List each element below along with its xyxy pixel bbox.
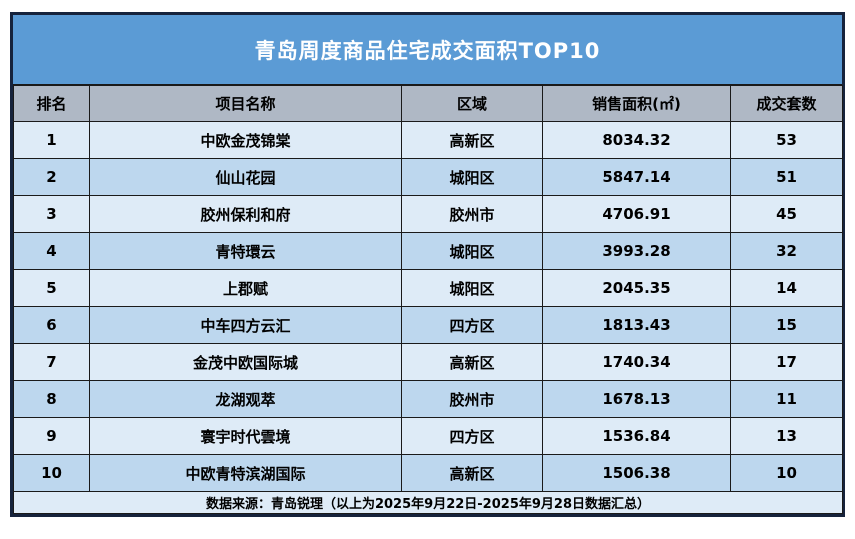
- data-source-note: 数据来源：青岛锐理（以上为2025年9月22日-2025年9月28日数据汇总）: [13, 491, 843, 514]
- column-header-district: 区域: [401, 85, 543, 122]
- project-cell: 仙山花园: [89, 158, 402, 196]
- project-cell: 中车四方云汇: [89, 306, 402, 344]
- area-cell: 1536.84: [542, 417, 731, 455]
- area-cell: 1678.13: [542, 380, 731, 418]
- district-cell: 四方区: [401, 417, 543, 455]
- units-cell: 45: [730, 195, 843, 233]
- units-cell: 32: [730, 232, 843, 270]
- column-header-rank: 排名: [13, 85, 90, 122]
- district-cell: 城阳区: [401, 269, 543, 307]
- district-cell: 高新区: [401, 343, 543, 381]
- district-cell: 城阳区: [401, 158, 543, 196]
- column-header-area: 销售面积(㎡): [542, 85, 731, 122]
- units-cell: 14: [730, 269, 843, 307]
- units-cell: 10: [730, 454, 843, 492]
- table-row: 5 上郡赋 城阳区 2045.35 14: [13, 269, 843, 307]
- table-row: 2 仙山花园 城阳区 5847.14 51: [13, 158, 843, 196]
- rank-cell: 5: [13, 269, 90, 307]
- district-cell: 高新区: [401, 121, 543, 159]
- area-cell: 8034.32: [542, 121, 731, 159]
- area-cell: 1740.34: [542, 343, 731, 381]
- units-cell: 51: [730, 158, 843, 196]
- table-row: 4 青特環云 城阳区 3993.28 32: [13, 232, 843, 270]
- table-row: 3 胶州保利和府 胶州市 4706.91 45: [13, 195, 843, 233]
- table-row: 6 中车四方云汇 四方区 1813.43 15: [13, 306, 843, 344]
- rank-cell: 9: [13, 417, 90, 455]
- units-cell: 17: [730, 343, 843, 381]
- area-cell: 4706.91: [542, 195, 731, 233]
- table-row: 1 中欧金茂锦棠 高新区 8034.32 53: [13, 121, 843, 159]
- district-cell: 胶州市: [401, 380, 543, 418]
- rank-cell: 8: [13, 380, 90, 418]
- area-cell: 5847.14: [542, 158, 731, 196]
- district-cell: 高新区: [401, 454, 543, 492]
- rank-cell: 1: [13, 121, 90, 159]
- district-cell: 胶州市: [401, 195, 543, 233]
- table-row: 8 龙湖观萃 胶州市 1678.13 11: [13, 380, 843, 418]
- project-cell: 寰宇时代雲境: [89, 417, 402, 455]
- rank-cell: 6: [13, 306, 90, 344]
- table-footer: 数据来源：青岛锐理（以上为2025年9月22日-2025年9月28日数据汇总）: [13, 491, 843, 514]
- area-cell: 1506.38: [542, 454, 731, 492]
- table-row: 10 中欧青特滨湖国际 高新区 1506.38 10: [13, 454, 843, 492]
- rank-cell: 7: [13, 343, 90, 381]
- top10-table-board: 青岛周度商品住宅成交面积TOP10 排名 项目名称 区域 销售面积(㎡) 成交套…: [10, 12, 845, 517]
- rank-cell: 10: [13, 454, 90, 492]
- units-cell: 15: [730, 306, 843, 344]
- district-cell: 城阳区: [401, 232, 543, 270]
- header-row: 排名 项目名称 区域 销售面积(㎡) 成交套数: [13, 85, 843, 122]
- district-cell: 四方区: [401, 306, 543, 344]
- rank-cell: 2: [13, 158, 90, 196]
- units-cell: 13: [730, 417, 843, 455]
- project-cell: 胶州保利和府: [89, 195, 402, 233]
- table-row: 9 寰宇时代雲境 四方区 1536.84 13: [13, 417, 843, 455]
- project-cell: 金茂中欧国际城: [89, 343, 402, 381]
- units-cell: 11: [730, 380, 843, 418]
- rank-cell: 4: [13, 232, 90, 270]
- footer-row: 数据来源：青岛锐理（以上为2025年9月22日-2025年9月28日数据汇总）: [13, 491, 843, 514]
- units-cell: 53: [730, 121, 843, 159]
- project-cell: 龙湖观萃: [89, 380, 402, 418]
- project-cell: 中欧青特滨湖国际: [89, 454, 402, 492]
- area-cell: 2045.35: [542, 269, 731, 307]
- project-cell: 上郡赋: [89, 269, 402, 307]
- column-header-units: 成交套数: [730, 85, 843, 122]
- page-title: 青岛周度商品住宅成交面积TOP10: [254, 38, 601, 63]
- top10-table: 排名 项目名称 区域 销售面积(㎡) 成交套数 1 中欧金茂锦棠 高新区 803…: [13, 85, 843, 514]
- title-bar: 青岛周度商品住宅成交面积TOP10: [13, 15, 842, 85]
- area-cell: 1813.43: [542, 306, 731, 344]
- table-header: 排名 项目名称 区域 销售面积(㎡) 成交套数: [13, 85, 843, 122]
- table-body: 1 中欧金茂锦棠 高新区 8034.32 53 2 仙山花园 城阳区 5847.…: [13, 121, 843, 492]
- table-row: 7 金茂中欧国际城 高新区 1740.34 17: [13, 343, 843, 381]
- column-header-project: 项目名称: [89, 85, 402, 122]
- project-cell: 青特環云: [89, 232, 402, 270]
- project-cell: 中欧金茂锦棠: [89, 121, 402, 159]
- rank-cell: 3: [13, 195, 90, 233]
- area-cell: 3993.28: [542, 232, 731, 270]
